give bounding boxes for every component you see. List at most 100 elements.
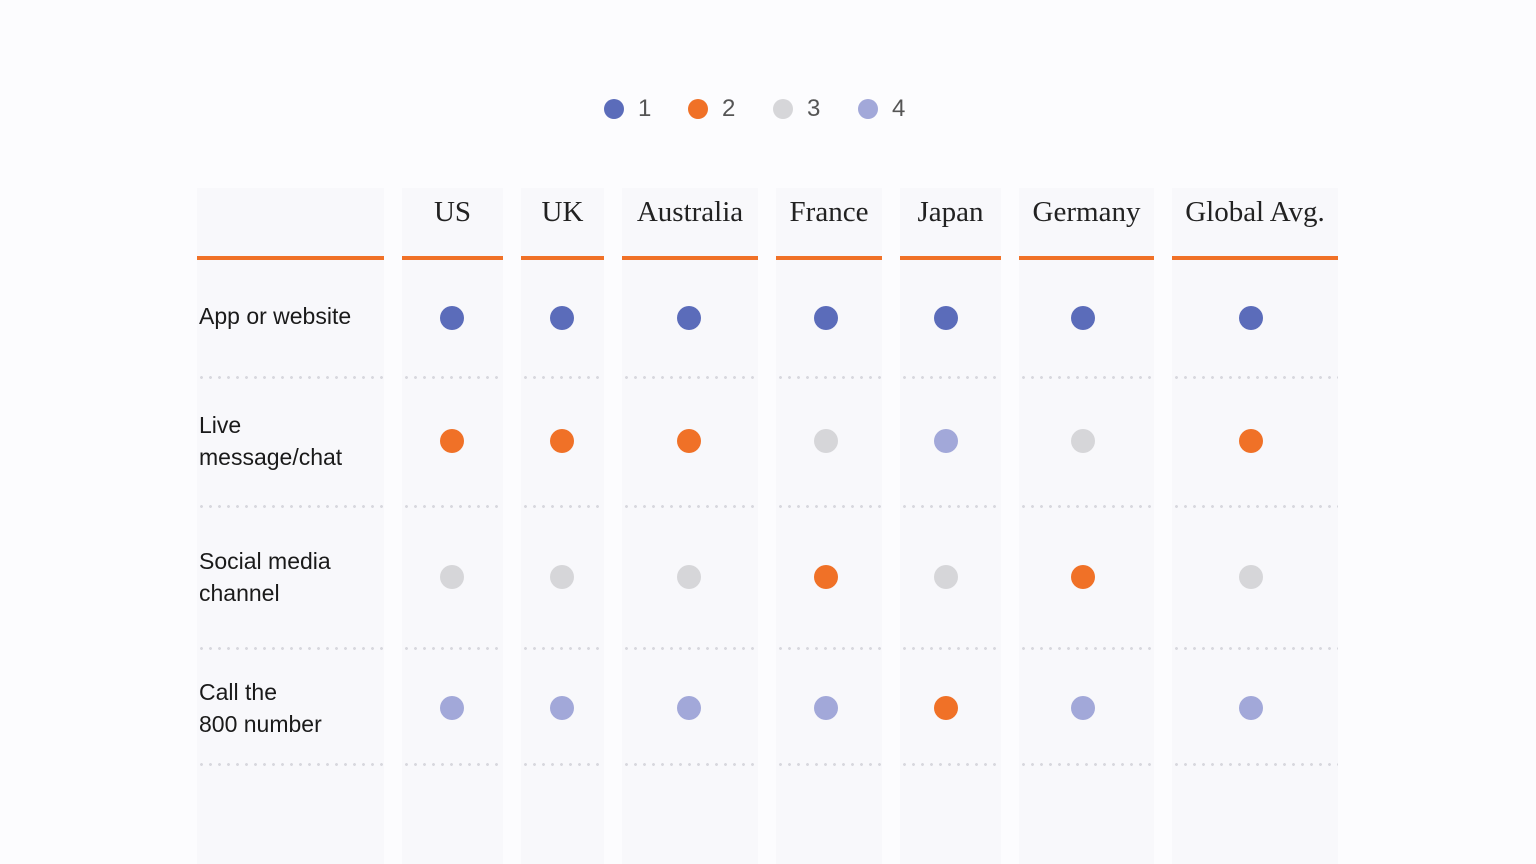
legend-label: 3 bbox=[807, 95, 821, 122]
rank-dot bbox=[814, 565, 838, 589]
row-separator bbox=[197, 647, 384, 650]
rank-dot bbox=[1239, 429, 1263, 453]
column-background bbox=[1172, 188, 1338, 864]
column-background bbox=[1019, 188, 1154, 864]
header-underline bbox=[776, 256, 882, 260]
column-header: Australia bbox=[636, 196, 744, 228]
row-separator bbox=[197, 376, 384, 379]
row-separator bbox=[521, 763, 604, 766]
rank-dot bbox=[1071, 565, 1095, 589]
column-header: Japan bbox=[917, 196, 984, 228]
rank-dot bbox=[1239, 565, 1263, 589]
row-separator bbox=[622, 647, 758, 650]
rank-dot bbox=[1239, 306, 1263, 330]
column-header: Germany bbox=[1032, 196, 1141, 228]
rank-dot bbox=[677, 696, 701, 720]
row-separator bbox=[1172, 763, 1338, 766]
column-background bbox=[900, 188, 1001, 864]
legend-label: 2 bbox=[722, 95, 736, 122]
rank-dot bbox=[1071, 306, 1095, 330]
header-underline bbox=[622, 256, 758, 260]
row-separator bbox=[776, 647, 882, 650]
legend: 1 2 3 4 bbox=[0, 94, 1536, 124]
rank-dot bbox=[440, 429, 464, 453]
row-separator bbox=[402, 647, 503, 650]
row-separator bbox=[900, 763, 1001, 766]
header-underline bbox=[521, 256, 604, 260]
row-separator bbox=[1019, 376, 1154, 379]
rank-dot bbox=[677, 429, 701, 453]
row-separator bbox=[1019, 647, 1154, 650]
row-separator bbox=[776, 763, 882, 766]
rank-dot bbox=[934, 306, 958, 330]
column-header: UK bbox=[541, 196, 584, 228]
row-separator bbox=[622, 763, 758, 766]
column-background bbox=[521, 188, 604, 864]
rank-dot bbox=[934, 565, 958, 589]
row-separator bbox=[1172, 505, 1338, 508]
row-separator bbox=[900, 647, 1001, 650]
row-separator bbox=[1019, 505, 1154, 508]
rank-dot bbox=[550, 696, 574, 720]
rank-dot bbox=[814, 429, 838, 453]
column-header: US bbox=[433, 196, 472, 228]
legend-item: 3 bbox=[773, 94, 820, 124]
rank-dot bbox=[440, 306, 464, 330]
rank-dot bbox=[1071, 696, 1095, 720]
legend-item: 1 bbox=[604, 94, 651, 124]
rank-dot bbox=[440, 565, 464, 589]
header-underline bbox=[197, 256, 384, 260]
rank-dot bbox=[934, 696, 958, 720]
row-separator bbox=[402, 505, 503, 508]
rank-dot bbox=[550, 429, 574, 453]
rank-dot bbox=[814, 696, 838, 720]
row-separator bbox=[402, 376, 503, 379]
row-separator bbox=[1172, 647, 1338, 650]
column-header: France bbox=[789, 196, 869, 228]
row-separator bbox=[1019, 763, 1154, 766]
legend-label: 1 bbox=[638, 95, 652, 122]
legend-dot bbox=[858, 99, 878, 119]
row-separator bbox=[622, 376, 758, 379]
legend-dot bbox=[773, 99, 793, 119]
row-separator bbox=[402, 763, 503, 766]
row-separator bbox=[776, 505, 882, 508]
header-underline bbox=[402, 256, 503, 260]
row-label: Call the 800 number bbox=[199, 679, 322, 737]
column-background bbox=[776, 188, 882, 864]
column-background bbox=[402, 188, 503, 864]
row-separator bbox=[1172, 376, 1338, 379]
row-separator bbox=[776, 376, 882, 379]
row-label: App or website bbox=[199, 303, 352, 329]
row-separator bbox=[900, 505, 1001, 508]
legend-label: 4 bbox=[892, 95, 906, 122]
column-header: Global Avg. bbox=[1185, 196, 1325, 228]
legend-item: 2 bbox=[688, 94, 735, 124]
rank-dot bbox=[1071, 429, 1095, 453]
label-column-background bbox=[197, 188, 384, 864]
row-separator bbox=[521, 647, 604, 650]
header-underline bbox=[1019, 256, 1154, 260]
rank-dot bbox=[440, 696, 464, 720]
row-separator bbox=[197, 763, 384, 766]
row-separator bbox=[521, 505, 604, 508]
row-separator bbox=[197, 505, 384, 508]
row-separator bbox=[521, 376, 604, 379]
rank-dot bbox=[550, 565, 574, 589]
row-label: Live message/chat bbox=[199, 412, 343, 470]
row-separator bbox=[900, 376, 1001, 379]
column-background bbox=[622, 188, 758, 864]
rank-dot bbox=[1239, 696, 1263, 720]
row-separator bbox=[622, 505, 758, 508]
rank-dot bbox=[934, 429, 958, 453]
rank-dot bbox=[677, 306, 701, 330]
rank-dot bbox=[814, 306, 838, 330]
rank-dot bbox=[677, 565, 701, 589]
legend-item: 4 bbox=[858, 94, 905, 124]
legend-dot bbox=[688, 99, 708, 119]
header-underline bbox=[900, 256, 1001, 260]
header-underline bbox=[1172, 256, 1338, 260]
row-label: Social media channel bbox=[199, 548, 331, 606]
legend-dot bbox=[604, 99, 624, 119]
